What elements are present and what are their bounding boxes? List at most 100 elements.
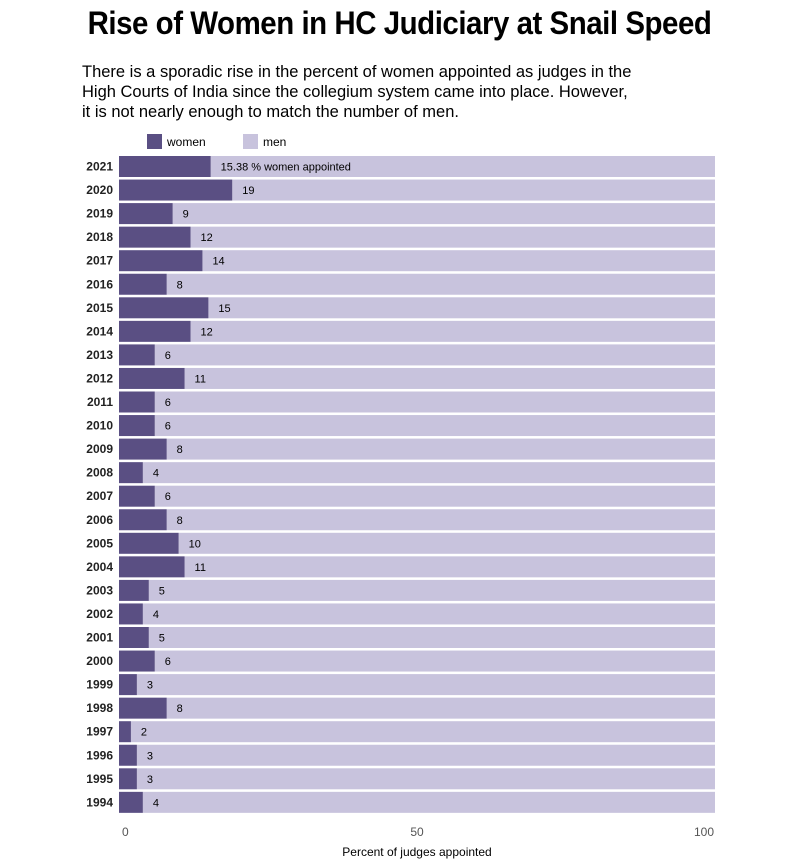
bar-men <box>208 297 715 319</box>
data-label: 8 <box>177 444 183 456</box>
x-axis-label: Percent of judges appointed <box>342 845 492 859</box>
data-label: 11 <box>195 373 206 385</box>
y-tick-label: 2011 <box>87 395 113 409</box>
bar-women <box>119 556 185 578</box>
y-tick-label: 2000 <box>86 654 113 668</box>
y-tick-label: 2012 <box>86 371 113 385</box>
data-label: 8 <box>177 515 183 527</box>
bar-women <box>119 579 149 601</box>
y-tick-label: 2002 <box>86 607 113 621</box>
y-tick-label: 2017 <box>86 254 113 268</box>
bar-women <box>119 179 233 201</box>
bar-women <box>119 415 155 437</box>
bar-women <box>119 721 131 743</box>
bar-women <box>119 697 167 719</box>
y-tick-label: 1994 <box>86 795 113 809</box>
bar-women <box>119 674 137 696</box>
data-label: 3 <box>147 680 153 692</box>
data-label: 19 <box>242 185 254 197</box>
bar-women <box>119 156 211 177</box>
bar-women <box>119 509 167 531</box>
y-tick-label: 1995 <box>86 772 113 786</box>
y-tick-label: 2018 <box>86 230 113 244</box>
data-label: 10 <box>189 538 201 550</box>
bar-women <box>119 603 143 625</box>
y-tick-label: 2014 <box>86 324 113 338</box>
x-tick-label: 50 <box>410 825 424 839</box>
bar-women <box>119 367 185 389</box>
bar-men <box>136 768 715 790</box>
bar-men <box>202 250 715 272</box>
legend-swatch-women <box>147 134 162 149</box>
legend-item-men: men <box>243 134 286 149</box>
data-label: 6 <box>165 350 171 362</box>
y-tick-label: 2006 <box>86 513 113 527</box>
bar-men <box>184 367 715 389</box>
data-label: 4 <box>153 609 159 621</box>
data-label: 3 <box>147 750 153 762</box>
data-label: 6 <box>165 491 171 503</box>
bar-women <box>119 791 143 813</box>
bar-women <box>119 650 155 672</box>
bar-women <box>119 344 155 366</box>
data-label: 15.38 % women appointed <box>221 162 351 174</box>
y-tick-label: 2016 <box>86 277 113 291</box>
x-tick-label: 0 <box>122 825 129 839</box>
bar-men <box>190 320 715 342</box>
y-tick-label: 2005 <box>86 536 113 550</box>
legend-label-women: women <box>167 134 206 149</box>
bar-men <box>166 509 715 531</box>
bar-men <box>154 391 715 413</box>
bar-men <box>154 485 715 507</box>
bar-women <box>119 532 179 554</box>
bar-men <box>166 273 715 295</box>
bar-women <box>119 768 137 790</box>
bar-men <box>136 744 715 766</box>
legend-item-women: women <box>147 134 206 149</box>
bar-women <box>119 485 155 507</box>
data-label: 9 <box>183 209 189 221</box>
bar-women <box>119 203 173 225</box>
y-tick-label: 2001 <box>86 631 113 645</box>
bar-men <box>142 791 716 813</box>
data-label: 8 <box>177 703 183 715</box>
data-label: 15 <box>218 303 230 315</box>
y-tick-label: 2019 <box>86 207 113 221</box>
data-label: 4 <box>153 797 159 809</box>
bar-men <box>148 579 716 601</box>
chart-title: Rise of Women in HC Judiciary at Snail S… <box>87 5 712 41</box>
bar-men <box>130 721 716 743</box>
bar-women <box>119 297 209 319</box>
bar-women <box>119 462 143 484</box>
bar-men <box>166 438 715 460</box>
data-label: 14 <box>212 256 224 268</box>
data-label: 12 <box>201 326 213 338</box>
bar-women <box>119 438 167 460</box>
data-label: 6 <box>165 397 171 409</box>
y-tick-label: 2003 <box>86 583 113 597</box>
bar-men <box>166 697 715 719</box>
bar-women <box>119 250 203 272</box>
data-label: 8 <box>177 279 183 291</box>
bar-men <box>232 179 716 201</box>
data-label: 12 <box>201 232 213 244</box>
data-label: 6 <box>165 656 171 668</box>
bar-men <box>142 603 716 625</box>
data-label: 5 <box>159 633 165 645</box>
bar-men <box>184 556 715 578</box>
y-tick-label: 1998 <box>86 701 113 715</box>
bar-men <box>142 462 716 484</box>
bar-women <box>119 320 191 342</box>
bar-men <box>154 344 715 366</box>
bar-women <box>119 391 155 413</box>
legend-label-men: men <box>263 134 287 149</box>
data-label: 11 <box>195 562 206 574</box>
y-tick-label: 2009 <box>86 442 113 456</box>
bar-women <box>119 226 191 248</box>
data-label: 2 <box>141 727 147 739</box>
bar-men <box>210 156 715 177</box>
y-tick-label: 1996 <box>86 748 113 762</box>
bar-men <box>190 226 715 248</box>
bar-men <box>154 650 715 672</box>
bar-men <box>136 674 715 696</box>
